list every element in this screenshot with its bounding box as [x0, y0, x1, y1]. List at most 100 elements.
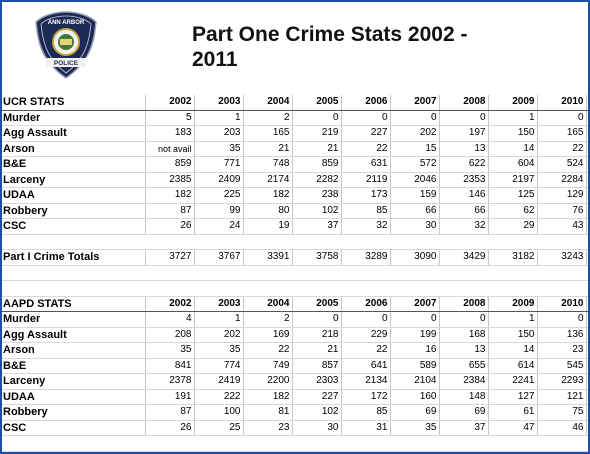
table-row: Arson35352221221613142310 [2, 342, 588, 359]
value-cell: 47 [488, 420, 538, 436]
value-cell: 26 [145, 420, 195, 436]
value-cell: 21 [243, 141, 293, 157]
page-title: Part One Crime Stats 2002 - 2011 [192, 23, 468, 71]
value-cell: 748 [243, 156, 293, 173]
value-cell: 29 [488, 218, 538, 235]
blank-cell [341, 234, 390, 250]
value-cell: 208 [145, 327, 195, 343]
value-cell: 1 [488, 311, 538, 328]
row-label: Larceny [2, 373, 146, 390]
aapd-section-header: AAPD STATS [2, 296, 146, 312]
value-cell: 2119 [341, 172, 391, 188]
blank-cell [390, 435, 439, 452]
value-cell: 85 [341, 203, 391, 219]
year-header-cell: 2002 [145, 296, 195, 312]
blank-cell [2, 265, 145, 281]
value-cell: 0 [586, 311, 588, 328]
value-cell: 0 [341, 110, 391, 126]
table-row: Larceny 2385 2409 2174 2282 2119 2046 2353 2197 2… [2, 172, 588, 188]
value-cell: 2197 [488, 172, 538, 188]
table-row: UDAA 182 225 182 238 173 159 146 125 129 [2, 187, 588, 204]
value-cell: 229 [341, 327, 391, 343]
value-cell: 32 [341, 218, 391, 235]
year-header-cell: 2005 [292, 95, 342, 111]
value-cell: 227 [292, 389, 342, 405]
value-cell: 4 [145, 311, 195, 328]
blank-row [2, 435, 588, 452]
value-cell: 2 [243, 110, 293, 126]
value-cell [586, 110, 588, 126]
blank-cell [292, 265, 341, 281]
total-value-cell: 3289 [341, 249, 391, 266]
table-row: Murder 5 1 2 0 0 0 0 1 0 [2, 110, 588, 126]
value-cell: 30 [292, 420, 342, 436]
total-value-cell: 3182 [488, 249, 538, 266]
value-cell: 191 [145, 389, 195, 405]
blank-row [2, 234, 588, 250]
blank-cell [488, 234, 537, 250]
blank-cell [243, 435, 292, 452]
value-cell: 614 [488, 358, 538, 374]
total-value-cell: 3770 [145, 450, 195, 452]
value-cell: 66 [390, 203, 440, 219]
row-label: UDAA [2, 389, 146, 405]
value-cell: 14 [488, 342, 538, 359]
total-value-cell: 3429 [439, 249, 489, 266]
value-cell: 150 [488, 125, 538, 142]
value-cell [586, 203, 588, 219]
value-cell: 2134 [341, 373, 391, 390]
value-cell: 46 [537, 420, 587, 436]
value-cell: 37 [439, 420, 489, 436]
value-cell: 66 [439, 203, 489, 219]
year-header-cell: 2007 [390, 296, 440, 312]
blank-cell [194, 435, 243, 452]
value-cell: 76 [537, 203, 587, 219]
total-value-cell: 3314 [341, 450, 391, 452]
year-header-cell: 2011 [586, 95, 588, 111]
value-cell: 173 [341, 187, 391, 204]
value-cell: 22 [243, 342, 293, 359]
ucr-header-row: UCR STATS 2002 2003 2004 2005 2006 2007 2008 200… [2, 95, 588, 111]
value-cell: 859 [292, 156, 342, 173]
year-header-cell: 2004 [243, 296, 293, 312]
blank-cell [439, 280, 488, 297]
value-cell: 631 [341, 156, 391, 173]
value-cell: 2385 [145, 172, 195, 188]
blank-cell [292, 234, 341, 250]
value-cell: 61 [488, 404, 538, 421]
value-cell: 87 [145, 203, 195, 219]
blank-cell [341, 280, 390, 297]
value-cell: 2384 [439, 373, 489, 390]
blank-cell [586, 234, 588, 250]
blank-cell [537, 435, 586, 452]
blank-cell [537, 234, 586, 250]
value-cell: 0 [537, 311, 587, 328]
blank-cell [194, 234, 243, 250]
value-cell: 202 [194, 327, 244, 343]
value-cell: 19 [243, 218, 293, 235]
value-cell: 136 [537, 327, 587, 343]
value-cell: 126 [586, 327, 588, 343]
blank-cell [2, 435, 145, 452]
svg-text:ANN ARBOR: ANN ARBOR [48, 20, 85, 26]
value-cell: 13 [439, 141, 489, 157]
total-value-cell [586, 249, 588, 266]
table-row: B&E 859 771 748 859 631 572 622 604 524 [2, 156, 588, 173]
blank-cell [243, 234, 292, 250]
value-cell: 182 [243, 187, 293, 204]
value-cell: 22 [537, 141, 587, 157]
value-cell: 37 [292, 218, 342, 235]
total-value-cell: 3428 [243, 450, 293, 452]
value-cell: 2409 [194, 172, 244, 188]
value-cell: 81 [243, 404, 293, 421]
year-header-cell: 2010 [537, 296, 587, 312]
table-row: Arson not avail 35 21 21 22 15 13 14 22 [2, 141, 588, 157]
value-cell: 0 [390, 110, 440, 126]
value-cell: 0 [537, 110, 587, 126]
year-header-cell: 2010 [537, 95, 587, 111]
value-cell: 771 [194, 156, 244, 173]
value-cell: 218 [292, 327, 342, 343]
table-row: Agg Assault 183 203 165 219 227 202 197 150 165 [2, 125, 588, 142]
value-cell [586, 218, 588, 235]
total-value-cell: 3391 [243, 249, 293, 266]
